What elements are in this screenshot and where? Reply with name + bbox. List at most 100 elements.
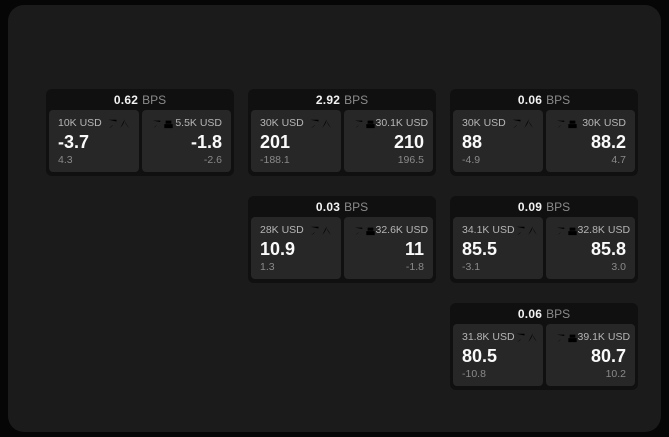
sell-value: 210 — [393, 131, 424, 152]
cn-char-mai-sell-icon — [555, 117, 565, 128]
buy-side-label — [309, 118, 332, 129]
sell-value: 85.8 — [590, 238, 626, 259]
buy-header-row: 28K USD — [260, 224, 332, 236]
buy-panel[interactable]: 30K USD 88 -4.9 — [453, 110, 543, 172]
cn-char-chu-icon — [365, 225, 375, 235]
sell-side-label — [555, 331, 578, 343]
sell-notional: 39.1K USD — [577, 331, 631, 343]
cn-char-mai-buy-icon — [309, 226, 319, 235]
bps-unit-label: BPS — [344, 199, 369, 214]
sell-side-label — [353, 117, 376, 129]
quote-card: 0.06 BPS 30K USD 88 -4.9 — [450, 89, 638, 176]
quote-card: 0.06 BPS 31.8K USD 80.5 -10.8 — [450, 303, 638, 390]
bps-unit-label: BPS — [546, 199, 571, 214]
sell-sub-value: 3.0 — [611, 261, 626, 273]
cn-char-mai-sell-icon — [555, 331, 565, 342]
sell-value: 88.2 — [590, 131, 626, 152]
sell-side-label — [555, 224, 578, 236]
quote-card: 0.62 BPS 10K USD -3.7 4.3 — [46, 89, 234, 176]
bps-unit-label: BPS — [546, 306, 571, 321]
cn-char-ru-icon — [527, 332, 537, 342]
sell-notional: 32.6K USD — [375, 224, 429, 236]
cn-char-chu-icon — [567, 332, 577, 342]
buy-notional: 34.1K USD — [462, 224, 515, 236]
sell-notional: 30K USD — [582, 117, 626, 129]
sell-notional: 5.5K USD — [175, 117, 222, 129]
sell-panel[interactable]: 30.1K USD 210 196.5 — [343, 110, 433, 172]
bps-value: 2.92 — [315, 92, 341, 107]
buy-sell-panels: 30K USD 88 -4.9 30K USD 88.2 — [450, 110, 638, 176]
bps-value: 0.03 — [315, 199, 341, 214]
sell-notional: 32.8K USD — [577, 224, 631, 236]
buy-header-row: 30K USD — [260, 117, 332, 129]
cn-char-chu-icon — [567, 225, 577, 235]
sell-header-row: 32.8K USD — [555, 224, 630, 236]
buy-panel[interactable]: 28K USD 10.9 1.3 — [251, 217, 341, 279]
buy-notional: 31.8K USD — [462, 331, 515, 343]
sell-panel[interactable]: 32.6K USD 11 -1.8 — [343, 217, 433, 279]
cn-char-mai-buy-icon — [511, 119, 521, 128]
buy-value: 80.5 — [462, 345, 498, 366]
sell-notional: 30.1K USD — [375, 117, 429, 129]
buy-sub-value: 1.3 — [260, 261, 275, 273]
cn-char-mai-sell-icon — [353, 224, 363, 235]
buy-panel[interactable]: 30K USD 201 -188.1 — [251, 110, 341, 172]
cn-char-mai-buy-icon — [309, 119, 319, 128]
sell-panel[interactable]: 39.1K USD 80.7 10.2 — [545, 324, 635, 386]
sell-header-row: 30K USD — [555, 117, 626, 129]
cn-char-ru-icon — [523, 118, 533, 128]
card-header: 2.92 BPS — [248, 89, 436, 110]
sell-panel[interactable]: 5.5K USD -1.8 -2.6 — [141, 110, 231, 172]
sell-header-row: 32.6K USD — [353, 224, 428, 236]
buy-value: 88 — [462, 131, 483, 152]
sell-side-label — [151, 117, 174, 129]
buy-panel[interactable]: 31.8K USD 80.5 -10.8 — [453, 324, 543, 386]
cn-char-mai-buy-icon — [107, 119, 117, 128]
sell-panel[interactable]: 32.8K USD 85.8 3.0 — [545, 217, 635, 279]
card-header: 0.09 BPS — [450, 196, 638, 217]
buy-panel[interactable]: 34.1K USD 85.5 -3.1 — [453, 217, 543, 279]
cn-char-chu-icon — [365, 118, 375, 128]
quote-card: 0.09 BPS 34.1K USD 85.5 -3.1 — [450, 196, 638, 283]
sell-header-row: 39.1K USD — [555, 331, 630, 343]
app-window: 0.62 BPS 10K USD -3.7 4.3 — [8, 5, 661, 432]
sell-sub-value: 4.7 — [611, 154, 626, 166]
cn-char-ru-icon — [321, 118, 331, 128]
buy-side-label — [107, 118, 130, 129]
cn-char-chu-icon — [567, 118, 577, 128]
quote-card: 2.92 BPS 30K USD 201 -188.1 — [248, 89, 436, 176]
buy-notional: 30K USD — [462, 117, 506, 129]
sell-panel[interactable]: 30K USD 88.2 4.7 — [545, 110, 635, 172]
sell-value: 11 — [404, 238, 424, 259]
sell-sub-value: 10.2 — [605, 368, 626, 380]
buy-notional: 10K USD — [58, 117, 102, 129]
bps-value: 0.06 — [517, 92, 543, 107]
sell-side-label — [555, 117, 578, 129]
buy-panel[interactable]: 10K USD -3.7 4.3 — [49, 110, 139, 172]
sell-header-row: 30.1K USD — [353, 117, 428, 129]
cn-char-ru-icon — [321, 225, 331, 235]
buy-sell-panels: 28K USD 10.9 1.3 32.6K USD 11 — [248, 217, 436, 283]
buy-sub-value: -3.1 — [462, 261, 481, 273]
quote-card: 0.03 BPS 28K USD 10.9 1.3 — [248, 196, 436, 283]
card-header: 0.06 BPS — [450, 303, 638, 324]
sell-sub-value: 196.5 — [397, 154, 424, 166]
quote-grid: 0.62 BPS 10K USD -3.7 4.3 — [46, 89, 638, 390]
buy-value: -3.7 — [58, 131, 90, 152]
buy-header-row: 10K USD — [58, 117, 130, 129]
buy-side-label — [515, 332, 538, 343]
sell-sub-value: -1.8 — [405, 261, 424, 273]
card-header: 0.03 BPS — [248, 196, 436, 217]
buy-value: 201 — [260, 131, 291, 152]
bps-unit-label: BPS — [546, 92, 571, 107]
buy-header-row: 31.8K USD — [462, 331, 537, 343]
sell-sub-value: -2.6 — [203, 154, 222, 166]
cn-char-mai-buy-icon — [515, 226, 525, 235]
buy-notional: 28K USD — [260, 224, 304, 236]
card-header: 0.62 BPS — [46, 89, 234, 110]
cn-char-ru-icon — [527, 225, 537, 235]
cn-char-mai-sell-icon — [151, 117, 161, 128]
buy-side-label — [515, 225, 538, 236]
buy-sub-value: -10.8 — [462, 368, 486, 380]
cn-char-chu-icon — [163, 118, 173, 128]
